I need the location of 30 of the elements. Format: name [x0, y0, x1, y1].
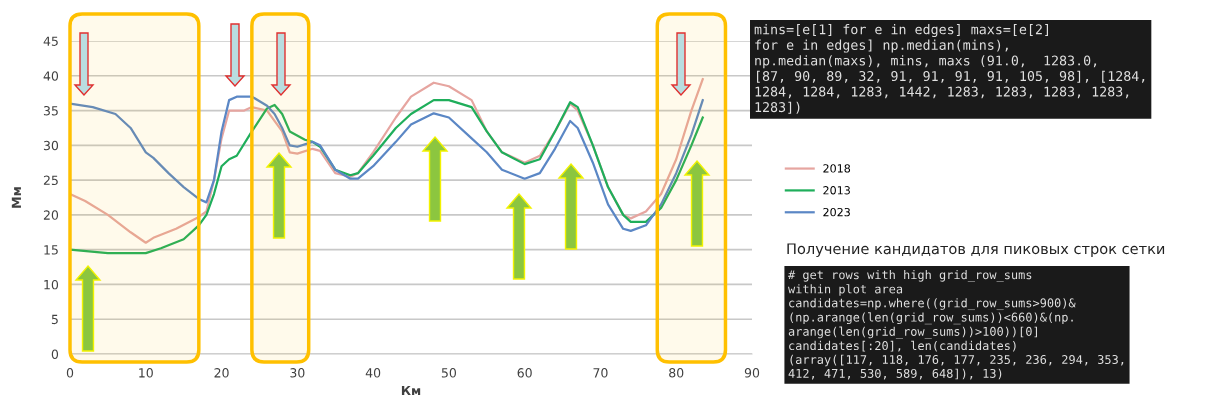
y-tick-label: 30: [43, 140, 59, 151]
y-axis-title: Мм: [11, 187, 21, 208]
y-tick-label: 0: [51, 349, 59, 359]
text: mins=[e[1] for e in edges] maxs=[e[2] for e in edges] np.median(mins), np.median(maxs), mins, maxs (91.0, 1283.0, [87, 90, 89, 32, 91, 91, 91, 91, 105, 98], [1284, 1284, 1284, 1283, 1442, 1283, 1283, 1283, 1283, 1283]): [754, 24, 1145, 114]
x-tick-label: 90: [744, 368, 760, 378]
x-tick-label: 60: [517, 368, 532, 378]
y-tick-label: 45: [43, 36, 58, 46]
y-tick-label: 15: [44, 245, 58, 255]
legend-label: 2023: [823, 207, 850, 217]
x-tick-label: 50: [441, 368, 457, 378]
x-axis-title: Км: [401, 385, 421, 396]
y-tick-label: 10: [44, 279, 59, 290]
x-tick-label: 20: [214, 368, 229, 378]
x-tick-label: 30: [290, 368, 305, 378]
y-tick-label: 20: [43, 210, 59, 220]
x-tick-label: 10: [139, 368, 153, 378]
x-tick-label: 80: [669, 368, 684, 378]
y-tick-label: 40: [43, 71, 59, 81]
x-tick-label: 0: [66, 368, 74, 378]
legend-label: 2013: [823, 186, 850, 195]
line-series: [70, 95, 704, 232]
legend-label: 2018: [823, 164, 851, 173]
y-tick-label: 5: [51, 314, 58, 325]
text: # get rows with high grid_row_sums within plot area candidates=np.where((grid_row_sums>900)& (np.arange(len(grid_row_sums))<660)&(np. arange(len(grid_row_sums))>100))[0] candidates[:20], len(candidates) (array([117, 118, 176, 177, 235, 236, 294, 353, 412, 471, 530, 589, 648]), 13): [788, 270, 1124, 380]
y-tick-label: 35: [43, 106, 58, 116]
y-tick-label: 25: [43, 175, 58, 186]
x-tick-label: 40: [365, 368, 381, 378]
x-tick-label: 70: [593, 368, 608, 378]
text: Получение кандидатов для пиковых строк сетки: [787, 243, 1165, 258]
line-series: [70, 99, 704, 255]
